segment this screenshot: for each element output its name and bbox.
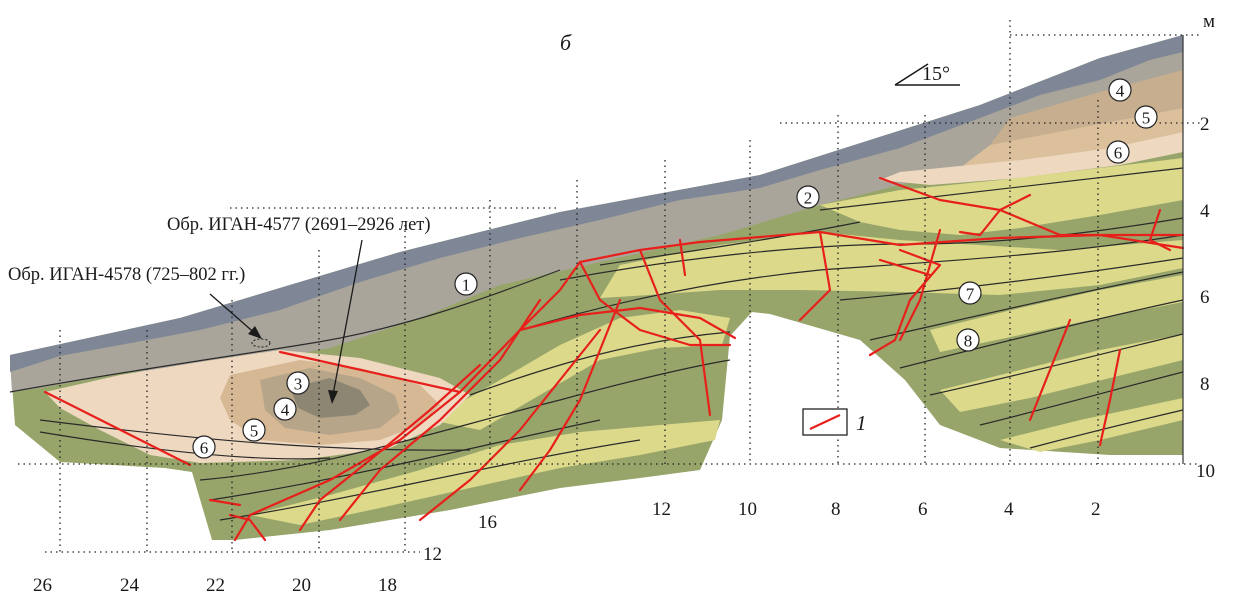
sample-annotations: Обр. ИГАН-4577 (2691–2926 лет) Обр. ИГАН… (8, 215, 431, 404)
section-body (10, 35, 1183, 540)
legend-item-number: 1 (856, 411, 867, 435)
right-tick-10: 10 (1196, 461, 1215, 482)
right-tick-4: 4 (1200, 201, 1210, 222)
bottom-tick-16: 16 (478, 512, 497, 533)
right-tick-6: 6 (1200, 287, 1210, 308)
unit-marker-4-left: 4 (273, 397, 297, 421)
svg-text:1: 1 (462, 276, 471, 295)
svg-text:4: 4 (1116, 82, 1125, 101)
bottom-tick-6: 6 (918, 499, 928, 520)
bottom-tick-24: 24 (120, 575, 140, 596)
sample-4578-label: Обр. ИГАН-4578 (725–802 гг.) (8, 265, 245, 285)
bottom-tick-8: 8 (831, 499, 841, 520)
unit-marker-6-left: 6 (192, 435, 216, 459)
unit-marker-1: 1 (454, 272, 478, 296)
yellow-packet-lower-right-2 (940, 334, 1183, 412)
unit-marker-5-left: 5 (242, 418, 266, 442)
fracture-lines (43, 176, 1185, 542)
bottom-tick-20: 20 (292, 575, 311, 596)
svg-text:3: 3 (294, 375, 303, 394)
unit-markers: 1 2 3 4 5 6 4 5 6 7 8 (192, 78, 1158, 459)
topsoil-layer (10, 35, 1183, 372)
right-tick-2: 2 (1200, 114, 1210, 135)
right-axis: м 2 4 6 8 10 (1182, 11, 1215, 482)
svg-text:5: 5 (1142, 109, 1151, 128)
unit-marker-5-right: 5 (1134, 105, 1158, 129)
svg-text:8: 8 (964, 332, 973, 351)
units-label: м (1203, 11, 1215, 32)
sample-4577-label: Обр. ИГАН-4577 (2691–2926 лет) (167, 215, 431, 235)
lower-left-tick-12: 12 (423, 544, 442, 565)
pale-unit-6-right (880, 132, 1183, 185)
bottom-axis-upper: 16 12 10 8 6 4 2 (478, 499, 1101, 533)
bottom-axis-lower: 12 26 24 22 20 18 (33, 544, 442, 596)
svg-text:6: 6 (1114, 144, 1123, 163)
unit-marker-2: 2 (796, 185, 820, 209)
legend: 1 (802, 408, 867, 436)
unit-marker-4-right: 4 (1108, 78, 1132, 102)
unit-marker-6-right: 6 (1106, 140, 1130, 164)
dark-unit-3-core (290, 378, 370, 418)
yellow-packet-center (430, 310, 730, 430)
svg-text:7: 7 (966, 285, 975, 304)
svg-text:2: 2 (804, 189, 813, 208)
bottom-tick-22: 22 (206, 575, 225, 596)
yellow-packet-upper-right (820, 158, 1183, 235)
right-tick-8: 8 (1200, 374, 1210, 395)
bottom-tick-12: 12 (652, 499, 671, 520)
bottom-tick-26: 26 (33, 575, 52, 596)
svg-text:4: 4 (281, 401, 290, 420)
legend-fracture-sample (809, 414, 841, 430)
yellow-packet-lower-right-3 (1000, 398, 1183, 452)
bottom-tick-10: 10 (738, 499, 757, 520)
slope-indicator: 15° (894, 63, 960, 86)
unit-marker-7: 7 (958, 281, 982, 305)
bottom-tick-2: 2 (1091, 499, 1101, 520)
yellow-packet-lower-right-1 (930, 275, 1183, 352)
reference-grid (18, 20, 1200, 553)
bottom-tick-18: 18 (378, 575, 397, 596)
svg-text:5: 5 (250, 422, 259, 441)
unit-marker-3-left: 3 (286, 371, 310, 395)
slope-label: 15° (922, 63, 950, 85)
bottom-tick-4: 4 (1004, 499, 1014, 520)
panel-letter: б (560, 30, 572, 55)
unit-marker-8: 8 (956, 328, 980, 352)
svg-text:6: 6 (200, 439, 209, 458)
tan-unit-4-right (990, 70, 1183, 145)
